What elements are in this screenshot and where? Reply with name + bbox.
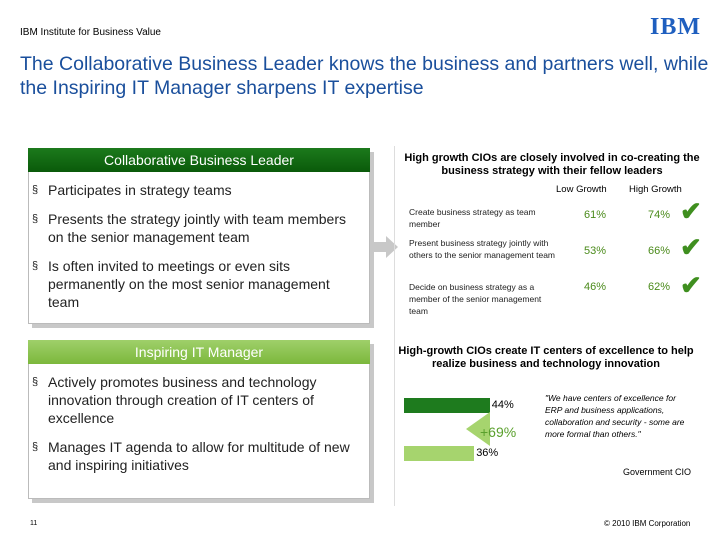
check-icon: ✔ xyxy=(680,232,702,262)
panel-heading: Inspiring IT Manager xyxy=(28,340,370,364)
check-icon: ✔ xyxy=(680,196,702,226)
bar xyxy=(404,446,475,461)
copyright: © 2010 IBM Corporation xyxy=(604,519,691,528)
cell: 53% xyxy=(584,245,607,257)
cell: 66% xyxy=(648,245,671,257)
panel: Inspiring IT Manager Actively promotes b… xyxy=(28,340,370,499)
org: IBM Institute for Business Value xyxy=(20,27,161,38)
bar-label: 36% xyxy=(476,447,499,459)
difference: +69% xyxy=(480,424,517,440)
title: The Collaborative Business Leader knows … xyxy=(20,53,709,99)
section-heading: High growth CIOs are closely involved in… xyxy=(404,152,700,177)
bullets: Actively promotes business and technolog… xyxy=(32,373,362,474)
page-number: 11 xyxy=(30,520,38,527)
panel-heading: Collaborative Business Leader xyxy=(28,148,370,172)
panel: Collaborative Business Leader Participat… xyxy=(28,148,370,324)
attribution: Government CIO xyxy=(623,467,692,477)
bar xyxy=(404,398,490,413)
bullet: Is often invited to meetings or even sit… xyxy=(32,257,362,311)
bullet: Presents the strategy jointly with team … xyxy=(32,210,362,246)
bullet: Participates in strategy teams xyxy=(32,181,362,199)
bullet: Manages IT agenda to allow for multitude… xyxy=(32,438,362,474)
logo: IBM xyxy=(650,14,701,40)
check-icon: ✔ xyxy=(680,270,702,300)
divider xyxy=(394,146,395,506)
row-label: Present business strategy jointly with o… xyxy=(409,238,555,260)
row-label: Create business strategy as team member xyxy=(409,207,536,229)
quote: "We have centers of excellence for ERP a… xyxy=(545,393,685,439)
bullets: Participates in strategy teams Presents … xyxy=(32,181,362,311)
column-header: High Growth xyxy=(629,184,682,195)
bar-label: 44% xyxy=(491,399,514,411)
column-header: Low Growth xyxy=(556,184,607,195)
cell: 62% xyxy=(648,281,671,293)
cell: 61% xyxy=(584,209,607,221)
cell: 74% xyxy=(648,209,671,221)
bullet: Actively promotes business and technolog… xyxy=(32,373,362,427)
arrow xyxy=(372,236,398,258)
growth-arrow xyxy=(466,412,490,446)
section-heading: High-growth CIOs create IT centers of ex… xyxy=(398,345,694,370)
cell: 46% xyxy=(584,281,607,293)
row-label: Decide on business strategy as a member … xyxy=(409,282,542,316)
